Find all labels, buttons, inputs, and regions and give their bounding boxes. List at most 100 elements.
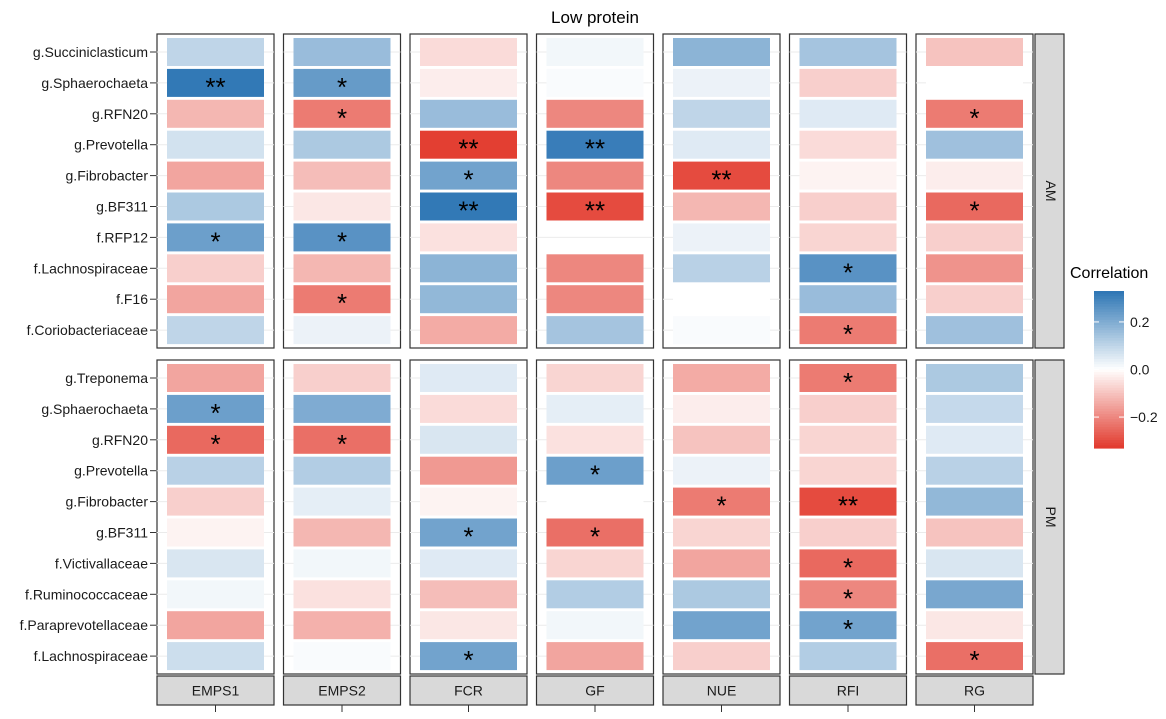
heatmap-cell	[546, 642, 644, 671]
colorbar-segment	[1094, 429, 1124, 433]
column-strip	[662, 675, 781, 706]
heatmap-cell	[293, 549, 391, 578]
facet-strip-label: AM	[1043, 181, 1059, 202]
heatmap-cell	[293, 316, 391, 345]
colorbar-segment	[1094, 309, 1124, 313]
heatmap-cell	[420, 223, 517, 252]
heatmap-cell	[673, 487, 770, 516]
heatmap-cell	[673, 394, 770, 423]
row-label: f.Coriobacteriaceae	[27, 322, 149, 338]
colorbar-segment	[1094, 330, 1124, 334]
facet-strip	[1034, 33, 1065, 349]
row-label: f.Victivallaceae	[55, 555, 148, 571]
heatmap-cell	[546, 611, 644, 640]
significance-mark: *	[210, 226, 220, 256]
facet-strip-label: PM	[1043, 507, 1059, 528]
heatmap-cell	[420, 580, 517, 609]
facet-strip	[1034, 359, 1065, 675]
colorbar-segment	[1094, 291, 1124, 295]
colorbar-segment	[1094, 361, 1124, 365]
colorbar-segment	[1094, 319, 1124, 323]
row-label: f.F16	[116, 291, 148, 307]
significance-mark: *	[463, 165, 473, 195]
heatmap-cell	[420, 611, 517, 640]
legend-title: Correlation	[1070, 265, 1148, 282]
significance-mark: *	[337, 72, 347, 102]
significance-mark: *	[463, 522, 473, 552]
significance-mark: *	[337, 429, 347, 459]
heatmap-cell	[167, 394, 264, 423]
heatmap-cell	[673, 192, 770, 221]
heatmap-cell	[673, 38, 770, 66]
heatmap-cell	[420, 285, 517, 314]
significance-mark: *	[463, 645, 473, 675]
colorbar-segment	[1094, 419, 1124, 423]
colorbar-tick-label: 0.2	[1130, 314, 1150, 330]
colorbar-segment	[1094, 427, 1124, 431]
heatmap-cell	[926, 611, 1023, 640]
significance-mark: *	[843, 583, 853, 613]
heatmap-cell	[546, 364, 644, 392]
significance-mark: **	[838, 491, 858, 521]
heatmap-cell	[926, 130, 1023, 159]
column-label: NUE	[707, 683, 737, 699]
heatmap-cell	[167, 223, 264, 252]
colorbar-segment	[1094, 338, 1124, 342]
heatmap-cell	[420, 99, 517, 128]
heatmap-cell	[420, 38, 517, 66]
heatmap-cell	[546, 192, 644, 221]
heatmap-cell	[420, 130, 517, 159]
colorbar-segment	[1094, 301, 1124, 305]
colorbar-segment	[1094, 382, 1124, 386]
heatmap-cell	[799, 192, 897, 221]
significance-mark: *	[590, 460, 600, 490]
heatmap-cell	[926, 38, 1023, 66]
colorbar-segment	[1094, 387, 1124, 392]
row-label: g.Treponema	[65, 370, 148, 386]
heatmap-cell	[799, 456, 897, 485]
heatmap-cell	[673, 642, 770, 671]
heatmap-cell	[673, 285, 770, 314]
heatmap-cell	[546, 38, 644, 66]
colorbar-segment	[1094, 345, 1124, 350]
colorbar-segment	[1094, 379, 1124, 384]
heatmap-cell	[673, 364, 770, 392]
heatmap-cell	[673, 99, 770, 128]
significance-mark: **	[711, 165, 731, 195]
colorbar-segment	[1094, 390, 1124, 394]
heatmap-cell	[293, 68, 391, 97]
heatmap-cell	[167, 487, 264, 516]
row-label: f.Ruminococcaceae	[25, 586, 148, 602]
heatmap-cell	[167, 580, 264, 609]
heatmap-cell	[293, 161, 391, 190]
colorbar-tick-label: −0.2	[1130, 409, 1158, 425]
colorbar-segment	[1094, 406, 1124, 410]
heatmap-cell	[673, 223, 770, 252]
heatmap-cell	[546, 580, 644, 609]
heatmap-cell	[546, 161, 644, 190]
column-label: GF	[585, 683, 604, 699]
heatmap-cell	[926, 68, 1023, 97]
colorbar-segment	[1094, 413, 1124, 418]
colorbar-segment	[1094, 369, 1124, 373]
colorbar-segment	[1094, 442, 1124, 446]
significance-mark: **	[585, 196, 605, 226]
colorbar-segment	[1094, 432, 1124, 436]
heatmap-cell	[926, 364, 1023, 392]
column-strip	[535, 675, 655, 706]
row-label: f.RFP12	[97, 229, 149, 245]
heatmap-cell	[293, 254, 391, 283]
heatmap-cell	[926, 580, 1023, 609]
panel-am: g.Succiniclasticum g.Sphaerochaeta g.RFN20…	[27, 33, 1065, 349]
heatmap-cell	[293, 364, 391, 392]
row-label: g.Fibrobacter	[66, 168, 149, 184]
heatmap-cell	[293, 38, 391, 66]
heatmap-cell	[293, 642, 391, 671]
significance-mark: **	[458, 196, 478, 226]
colorbar-segment	[1094, 408, 1124, 412]
heatmap-cell	[673, 68, 770, 97]
heatmap-cell	[926, 518, 1023, 547]
colorbar-segment	[1094, 377, 1124, 381]
heatmap-cell	[673, 456, 770, 485]
